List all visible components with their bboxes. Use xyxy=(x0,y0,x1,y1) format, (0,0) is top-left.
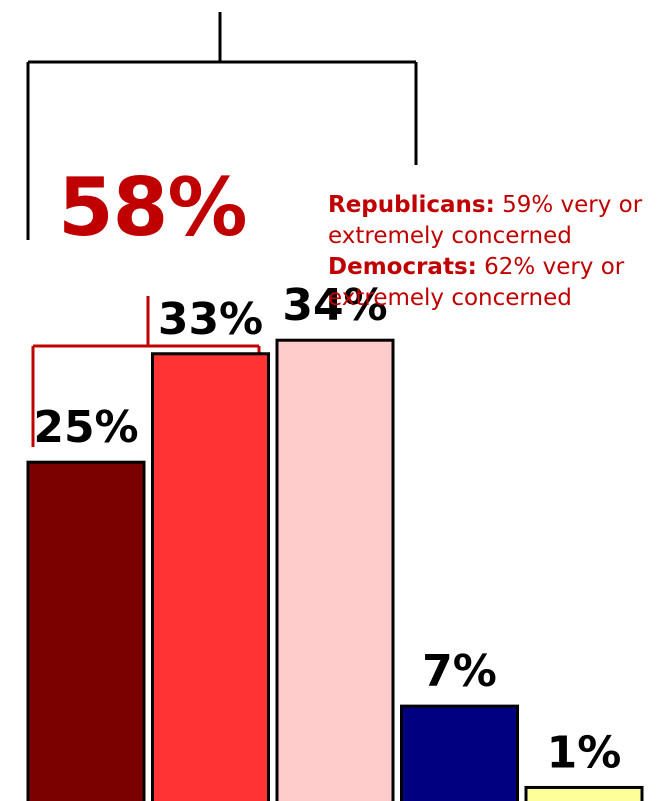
group-total-percent: 58% xyxy=(58,161,247,254)
bar-3 xyxy=(275,338,395,801)
top-bracket xyxy=(26,12,418,240)
democrats-note: Democrats: 62% very or extremely concern… xyxy=(328,252,658,314)
value-label-3: 34% xyxy=(282,280,387,331)
bar-5 xyxy=(524,785,644,801)
bars-group xyxy=(26,338,644,801)
party-note: Republicans: 59% very or extremely conce… xyxy=(328,190,658,314)
republicans-note: Republicans: 59% very or extremely conce… xyxy=(328,190,658,252)
republicans-text: 59% very or extremely concerned xyxy=(328,192,643,249)
democrats-text: 62% very or extremely concerned xyxy=(328,254,625,311)
value-label-1: 25% xyxy=(33,402,138,453)
democrats-label: Democrats: xyxy=(328,254,477,280)
bar-1 xyxy=(26,460,146,801)
value-labels-group: 25% 33% 34% 7% 1% xyxy=(33,280,621,778)
value-label-2: 33% xyxy=(158,294,263,345)
bar-2 xyxy=(151,352,270,801)
bar-4 xyxy=(400,704,519,801)
republicans-label: Republicans: xyxy=(328,192,495,218)
value-label-5: 1% xyxy=(547,727,622,778)
value-label-4: 7% xyxy=(422,646,497,697)
